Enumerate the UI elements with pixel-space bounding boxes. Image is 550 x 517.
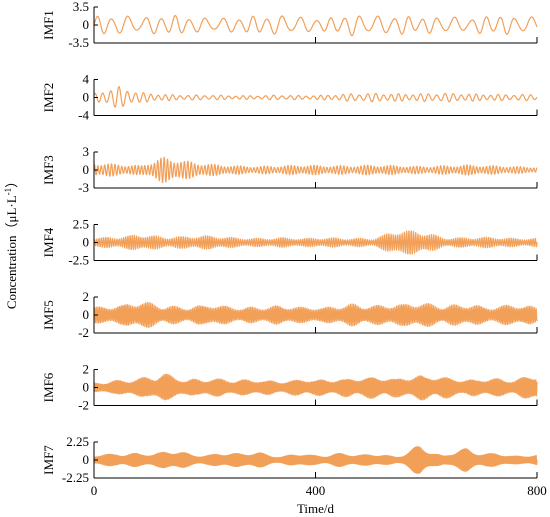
x-axis-title: Time/d [297,501,335,516]
panel-label-imf6: IMF6 [41,372,56,402]
signal-line-imf6 [93,373,538,401]
signal-line-imf3 [93,156,538,184]
y-tick-label: 0 [83,235,90,250]
signal-line-imf5 [93,302,538,328]
signal-line-imf4 [93,230,538,255]
y-tick-label: 2.5 [73,217,89,232]
panel-label-imf1: IMF1 [41,10,56,40]
panel-label-imf4: IMF4 [41,227,56,257]
y-tick-label: -2.5 [68,253,89,268]
y-axis-title-superscript: -1 [3,188,13,196]
y-tick-label: -4 [78,108,89,123]
y-tick-label: 0 [83,90,90,105]
panel-imf7: 2.25 0 -2.25 IMF7 [41,434,538,485]
y-tick-label: 0 [83,307,90,322]
panel-label-imf7: IMF7 [41,445,56,475]
panel-imf5: 2 0 -2 IMF5 [41,289,538,340]
panel-label-imf2: IMF2 [41,83,56,113]
signal-line-imf7 [93,446,538,474]
y-tick-label: 0 [83,452,90,467]
x-tick-label-800: 800 [527,483,547,498]
x-axis: 0 400 800 Time/d [91,483,547,516]
signal-line-imf1 [93,15,538,37]
y-tick-label: -2.25 [62,470,89,485]
y-tick-label: -3 [78,180,89,195]
panel-label-imf5: IMF5 [41,300,56,330]
y-tick-label: 0 [83,17,90,32]
panel-imf4: 2.5 0 -2.5 IMF4 [41,217,538,268]
y-tick-label: 3 [83,144,90,159]
y-tick-label: 0 [83,162,90,177]
y-tick-label: 3.5 [73,0,89,14]
y-tick-label: 2 [83,362,90,377]
y-tick-label: -2 [78,325,89,340]
x-tick-label-400: 400 [306,483,326,498]
panels-layer: 3.5 0 -3.5 IMF1 4 0 -4 IMF2 3 0 -3 IMF3 2.5 0 -2.5 IMF4… [41,0,538,485]
panel-imf6: 2 0 -2 IMF6 [41,362,538,413]
panel-imf3: 3 0 -3 IMF3 [41,144,538,195]
signal-line-imf2 [93,86,538,108]
panel-label-imf3: IMF3 [41,155,56,185]
panel-imf1: 3.5 0 -3.5 IMF1 [41,0,538,50]
y-axis-title: Concentration（μL·L-1） [3,175,19,309]
y-axis-title-main: Concentration（μL·L [4,195,19,309]
y-axis-title-close: ） [4,175,19,188]
y-tick-label: 4 [83,72,90,87]
y-tick-label: 0 [83,380,90,395]
panel-imf2: 4 0 -4 IMF2 [41,72,538,123]
y-tick-label: 2.25 [66,434,89,449]
y-tick-label: -2 [78,398,89,413]
x-tick-label-0: 0 [91,483,98,498]
y-tick-label: -3.5 [68,35,89,50]
y-tick-label: 2 [83,289,90,304]
